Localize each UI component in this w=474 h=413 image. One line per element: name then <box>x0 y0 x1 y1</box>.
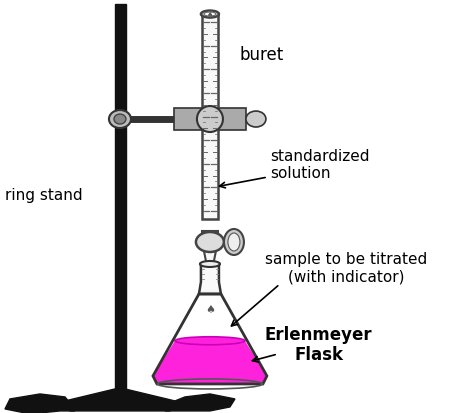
Ellipse shape <box>224 230 244 255</box>
Polygon shape <box>125 117 190 123</box>
Text: ring stand: ring stand <box>5 187 82 202</box>
Ellipse shape <box>201 12 219 19</box>
Ellipse shape <box>228 233 240 252</box>
Polygon shape <box>65 389 175 411</box>
Ellipse shape <box>200 261 220 267</box>
Ellipse shape <box>246 112 266 128</box>
Ellipse shape <box>109 111 131 129</box>
Polygon shape <box>174 109 202 131</box>
FancyBboxPatch shape <box>202 15 218 219</box>
Text: buret: buret <box>240 46 284 64</box>
Ellipse shape <box>196 233 224 252</box>
Text: ♠: ♠ <box>205 304 215 314</box>
Text: Erlenmeyer
Flask: Erlenmeyer Flask <box>265 325 373 363</box>
Polygon shape <box>165 394 235 411</box>
FancyBboxPatch shape <box>202 231 218 240</box>
Polygon shape <box>204 252 216 266</box>
Polygon shape <box>153 341 267 384</box>
Polygon shape <box>199 264 221 294</box>
Text: standardized
solution: standardized solution <box>270 148 369 181</box>
FancyBboxPatch shape <box>115 5 126 399</box>
Ellipse shape <box>204 13 216 17</box>
Ellipse shape <box>175 337 245 345</box>
Ellipse shape <box>197 107 223 133</box>
Text: sample to be titrated
(with indicator): sample to be titrated (with indicator) <box>265 251 427 283</box>
Text: ♠: ♠ <box>207 12 213 18</box>
Polygon shape <box>218 109 246 131</box>
Polygon shape <box>5 394 75 413</box>
Ellipse shape <box>114 115 126 125</box>
